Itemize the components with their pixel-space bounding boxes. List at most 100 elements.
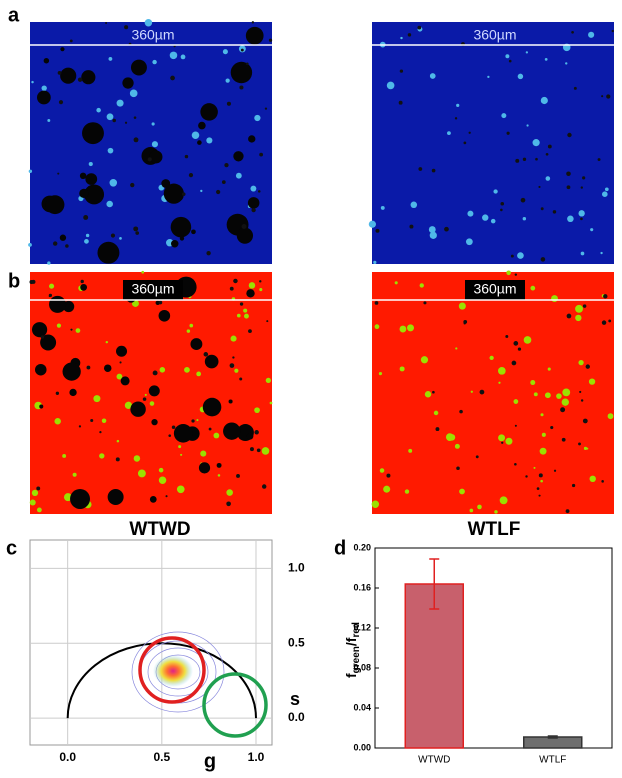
dot bbox=[515, 158, 520, 163]
panel-label: c bbox=[6, 537, 17, 559]
speck bbox=[259, 288, 263, 292]
speck bbox=[420, 356, 429, 364]
speck bbox=[575, 304, 583, 313]
speck bbox=[383, 485, 391, 493]
dot bbox=[468, 131, 471, 134]
pore bbox=[84, 184, 105, 205]
speck bbox=[254, 407, 260, 414]
label-part: red bbox=[351, 622, 362, 638]
dot bbox=[181, 192, 186, 196]
pore bbox=[190, 338, 203, 351]
pore bbox=[130, 401, 146, 417]
pore bbox=[202, 397, 222, 417]
speck bbox=[54, 418, 61, 425]
dot bbox=[560, 407, 566, 413]
pore bbox=[130, 59, 147, 76]
dot bbox=[256, 448, 261, 453]
panel-label: b bbox=[8, 270, 20, 292]
dot bbox=[417, 25, 422, 30]
speck bbox=[586, 447, 589, 450]
speck bbox=[159, 367, 166, 373]
dot bbox=[226, 101, 231, 106]
dot bbox=[580, 186, 583, 189]
speck bbox=[36, 507, 42, 513]
sample-label: WTWD bbox=[129, 519, 190, 540]
pore bbox=[228, 399, 233, 404]
dot bbox=[566, 313, 572, 319]
dot bbox=[57, 172, 60, 175]
speck bbox=[152, 59, 157, 65]
dot bbox=[245, 62, 249, 66]
speck bbox=[406, 324, 415, 332]
pore bbox=[120, 376, 130, 386]
pore bbox=[171, 240, 179, 248]
pore bbox=[69, 388, 77, 397]
x-axis-label: g bbox=[204, 750, 216, 772]
dot bbox=[216, 189, 221, 195]
dot bbox=[254, 430, 259, 435]
pore bbox=[223, 422, 241, 440]
speck bbox=[399, 366, 405, 372]
pore bbox=[151, 419, 158, 426]
dot bbox=[479, 389, 485, 395]
dot bbox=[57, 70, 62, 75]
micrograph: 360µm bbox=[368, 22, 614, 265]
speck bbox=[31, 489, 39, 497]
pore bbox=[85, 173, 98, 185]
dot bbox=[261, 484, 267, 489]
speck bbox=[116, 99, 124, 107]
dot bbox=[535, 157, 538, 161]
pore bbox=[31, 322, 48, 338]
speck bbox=[196, 419, 199, 422]
pore bbox=[246, 432, 254, 440]
dot bbox=[188, 173, 194, 178]
dot bbox=[232, 356, 235, 359]
speck bbox=[583, 446, 588, 450]
dot bbox=[226, 501, 231, 507]
sample-label: WTLF bbox=[468, 519, 521, 540]
dot bbox=[168, 434, 172, 437]
dot bbox=[459, 409, 463, 414]
dot bbox=[133, 116, 137, 119]
speck bbox=[505, 54, 510, 59]
speck bbox=[133, 455, 141, 462]
speck bbox=[137, 469, 146, 478]
speck bbox=[498, 434, 506, 442]
speck bbox=[217, 474, 221, 477]
dot bbox=[514, 424, 517, 427]
image-bg bbox=[372, 22, 614, 264]
dot bbox=[233, 278, 238, 284]
dot bbox=[432, 390, 435, 394]
dot bbox=[58, 100, 64, 105]
speck bbox=[178, 445, 182, 449]
plot-frame bbox=[29, 539, 273, 746]
dot bbox=[83, 214, 89, 220]
y-tick-label: 0.20 bbox=[353, 542, 371, 552]
speck bbox=[604, 187, 609, 192]
density bbox=[153, 655, 193, 687]
pore bbox=[81, 70, 96, 85]
dot bbox=[456, 466, 460, 471]
speck bbox=[465, 238, 473, 246]
pore bbox=[79, 172, 87, 180]
contour bbox=[147, 647, 209, 697]
speck bbox=[96, 107, 101, 113]
dot bbox=[239, 85, 244, 90]
dot bbox=[608, 319, 612, 323]
dot bbox=[601, 480, 604, 483]
dot bbox=[561, 437, 566, 442]
universal-circle bbox=[66, 642, 257, 719]
dot bbox=[259, 280, 262, 283]
pore bbox=[173, 423, 193, 443]
speck bbox=[254, 114, 261, 122]
bar bbox=[404, 583, 464, 749]
speck bbox=[176, 485, 185, 494]
dot bbox=[580, 217, 583, 221]
micrographs: 360µm 360µm 360µm 360µm bbox=[28, 18, 614, 514]
speck bbox=[399, 325, 407, 333]
dot bbox=[206, 250, 211, 256]
speck bbox=[588, 31, 595, 38]
pore bbox=[37, 90, 51, 105]
dot bbox=[142, 397, 147, 401]
